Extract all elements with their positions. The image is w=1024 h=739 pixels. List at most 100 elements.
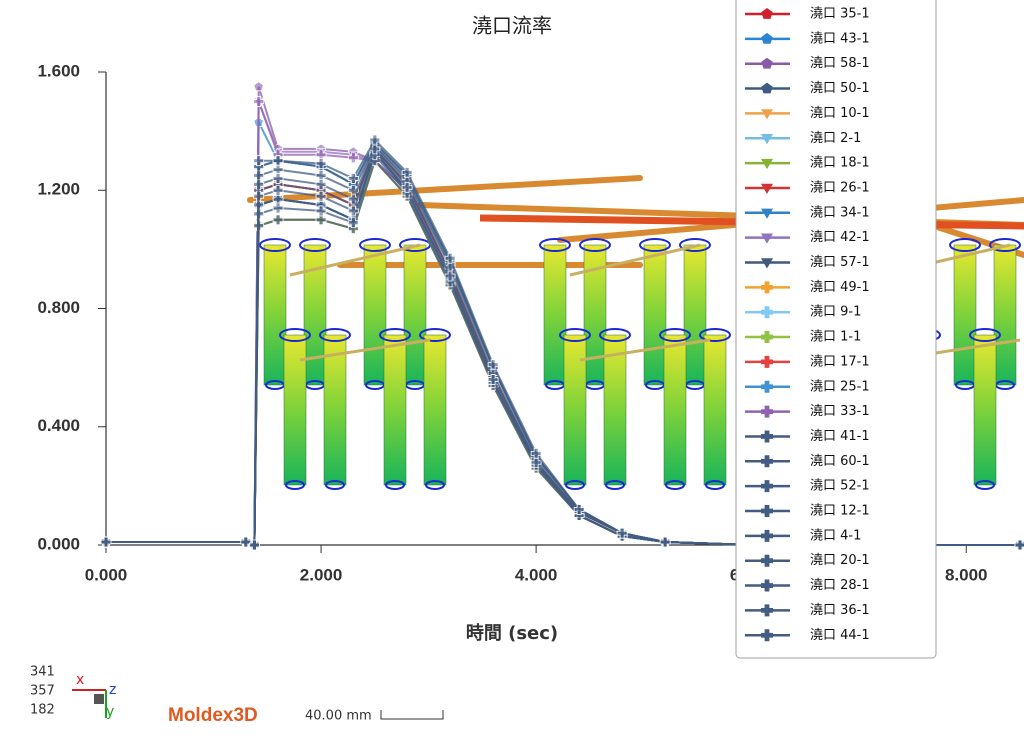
legend-label: 澆口 60-1 [810,454,870,469]
legend-marker [761,306,773,319]
legend-label: 澆口 25-1 [810,379,870,394]
legend-label: 澆口 10-1 [810,106,870,121]
runner [569,243,701,277]
series-marker [272,202,284,214]
legend-marker [761,380,773,393]
cavity [423,334,447,486]
legend-marker [761,57,773,69]
gate-ring [319,328,351,342]
series-marker [444,252,456,264]
legend-label: 澆口 18-1 [810,156,870,171]
legend-marker [761,208,773,219]
gate-ring [419,328,451,342]
gate-ring [359,238,391,252]
legend-marker [761,32,773,44]
legend-label: 澆口 42-1 [810,230,870,245]
series-marker [240,536,252,548]
legend-marker [761,554,773,567]
series-marker [401,181,413,193]
legend-label: 澆口 50-1 [810,81,870,96]
legend-marker [761,183,773,194]
series-marker [530,456,542,468]
gate-ring [679,238,711,252]
legend-marker [761,109,773,120]
series-marker [347,205,359,217]
cavity [993,244,1017,386]
cavity [263,244,287,386]
legend-label: 澆口 28-1 [810,578,870,593]
legend-marker [761,455,773,468]
cavity [953,244,977,386]
legend-marker [761,331,773,344]
gate-ring [579,238,611,252]
legend-marker [761,158,773,170]
series-marker [253,81,264,92]
series-marker [315,178,327,190]
gate-ring [559,328,591,342]
cavity [603,334,627,486]
gate-ring [565,480,585,490]
legend-label: 澆口 17-1 [810,354,870,369]
gate-ring [285,480,305,490]
series-marker [315,158,327,170]
axis-cube [94,694,104,704]
cavity [283,334,307,486]
series-marker [530,447,542,459]
runner [299,338,431,362]
gate-ring [259,238,291,252]
cavity [403,244,427,386]
legend-label: 澆口 1-1 [810,330,861,345]
legend-marker [761,355,773,368]
legend-label: 澆口 52-1 [810,479,870,494]
viewport-info: 341 357 182 x z y Moldex3D 40.00 mm [30,665,444,726]
cavity [583,244,607,386]
legend-label: 澆口 36-1 [810,603,870,618]
series-marker [253,155,265,167]
legend-label: 澆口 2-1 [810,131,861,146]
legend-label: 澆口 12-1 [810,504,870,519]
series-marker [616,527,628,539]
coord: 357 [30,684,55,699]
legend-marker [761,281,773,294]
legend-marker [761,82,773,94]
legend-marker [761,8,773,19]
series-marker [347,217,359,229]
legend-label: 澆口 35-1 [810,7,870,22]
axis-label: y [106,704,114,720]
series-marker [573,504,585,515]
series-marker [272,173,284,184]
cavity [383,334,407,486]
gate-ring [969,328,1001,342]
legend-label: 澆口 9-1 [810,305,861,320]
cavity [563,334,587,486]
legend-marker [761,134,773,145]
gate-ring [639,238,671,252]
legend-marker [761,405,773,418]
series-marker [253,96,265,107]
gate-ring [949,238,981,252]
legend-marker [761,258,773,269]
gate-ring [299,238,331,252]
cavity [683,244,707,386]
legend-label: 澆口 57-1 [810,255,870,270]
series-marker [347,152,359,164]
chart-title: 澆口流率 [472,14,552,38]
gate-ring [385,480,405,490]
legend-label: 澆口 20-1 [810,553,870,568]
series-marker [487,359,499,371]
series-marker [347,173,359,184]
gate-ring [605,480,625,490]
cavity [543,244,567,386]
y-tick-label: 0.800 [37,298,80,317]
gate-ring [425,480,445,490]
legend-marker [761,604,773,617]
coord: 341 [30,665,55,680]
series-marker [272,184,284,196]
gate-ring [325,480,345,490]
scale-bar [380,710,444,720]
legend: 澆口 35-1 澆口 43-1 澆口 58-1 澆口 50-1 澆口 10-1 澆口 2-… [735,0,937,659]
legend-label: 澆口 49-1 [810,280,870,295]
legend-marker [761,529,773,542]
